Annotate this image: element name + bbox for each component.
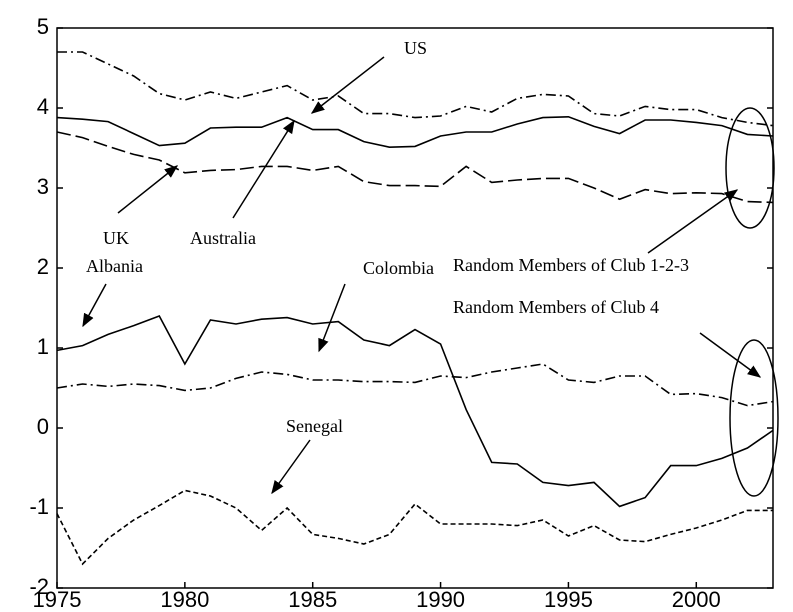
x-tick-label: 2000 (672, 587, 721, 612)
y-tick-label: 3 (37, 174, 49, 199)
y-tick-label: -2 (29, 574, 49, 599)
annotation: Senegal (286, 416, 343, 436)
x-tick-label: 1985 (288, 587, 337, 612)
arrow (82, 283, 107, 328)
arrow (271, 439, 311, 495)
y-tick-label: 5 (37, 14, 49, 39)
annotation: Random Members of Club 1-2-3 (453, 255, 689, 275)
series-line (56, 315, 774, 508)
annotation: US (404, 38, 427, 58)
y-tick-label: 2 (37, 254, 49, 279)
y-tick-label: 1 (37, 334, 49, 359)
y-tick-label: -1 (29, 494, 49, 519)
series-line (56, 131, 774, 204)
x-tick-label: 1980 (160, 587, 209, 612)
series-line (56, 363, 774, 407)
x-tick-label: 1975 (33, 587, 82, 612)
y-tick-label: 4 (37, 94, 49, 119)
arrow (310, 56, 385, 114)
y-tick-label: 0 (37, 414, 49, 439)
series-line (57, 51, 774, 127)
series-line (56, 489, 773, 566)
arrow (647, 189, 739, 254)
arrow (318, 283, 346, 353)
annotation: Albania (86, 256, 143, 276)
plot-area: -2 -1 0 1 2 3 4 5 1975 1980 1985 1990 1995 2000 (29, 14, 774, 612)
series-line (56, 115, 774, 149)
arrow (117, 165, 179, 214)
x-tick-label: 1995 (544, 587, 593, 612)
x-tick-label: 1990 (416, 587, 465, 612)
annotation: Random Members of Club 4 (453, 297, 659, 317)
highlight-ellipse (729, 339, 779, 497)
arrow (232, 119, 295, 219)
annotation: UK (103, 228, 129, 248)
annotation: Australia (190, 228, 256, 248)
highlight-ellipse (725, 107, 775, 229)
plot-frame (56, 27, 774, 589)
arrow (699, 332, 762, 378)
annotations: US UK Albania Australia Colombia Random … (82, 38, 779, 497)
annotation: Colombia (363, 258, 434, 278)
